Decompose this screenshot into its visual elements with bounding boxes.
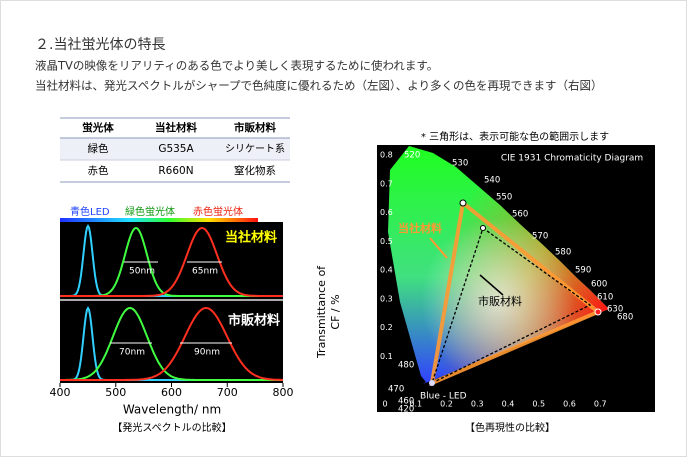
y-tick-label: 0.3 [380, 294, 393, 303]
x-tick-label: 800 [273, 386, 294, 399]
wavelength-label: 580 [555, 248, 571, 258]
wavelength-label: 630 [607, 305, 623, 315]
note: * 三角形は、表示可能な色の範囲示します [421, 130, 609, 143]
width-label: 70nm [119, 348, 145, 358]
y-axis-label: CF / % [329, 294, 342, 329]
x-tick-label: 0.5 [532, 400, 545, 409]
wavelength-label: 570 [532, 232, 548, 242]
table-header: 市販材料 [234, 121, 276, 134]
wavelength-label: 470 [388, 385, 404, 395]
spectrum-curve [60, 306, 283, 381]
legend-label: 青色LED [70, 205, 110, 218]
caption: 【発光スペクトルの比較】 [112, 421, 231, 434]
blue-led-label: Blue - LED [420, 392, 467, 402]
x-tick-label: 0.3 [471, 400, 484, 409]
x-tick-label: 700 [217, 386, 238, 399]
table-cell: R660N [158, 165, 193, 177]
y-tick-label: 0.6 [380, 208, 393, 217]
x-tick-label: 0.1 [409, 400, 422, 409]
y-tick-label: 0.2 [380, 323, 393, 332]
width-label: 90nm [194, 348, 220, 358]
wavelength-label: 460 [398, 397, 414, 407]
table-cell: 緑色 [88, 142, 109, 155]
y-tick-label: 0.7 [380, 179, 393, 188]
wavelength-label: 420 [398, 405, 414, 415]
wavelength-label: 520 [404, 151, 420, 161]
spectrum-curve [60, 226, 283, 297]
x-tick-label: 500 [105, 386, 126, 399]
vertex [459, 199, 467, 207]
wavelength-label: 530 [452, 159, 468, 169]
wavelength-labels: 5205305405505605705805906006106306804804… [388, 151, 633, 415]
panel-label: 市販材料 [228, 313, 280, 329]
plot-area [60, 222, 283, 383]
table-header: 当社材料 [155, 121, 197, 134]
y-tick-label: 0.4 [380, 266, 393, 275]
width-markers [110, 261, 232, 344]
vertex [429, 380, 435, 386]
x-tick-label: 600 [161, 386, 182, 399]
wavelength-label: 590 [575, 266, 591, 276]
x-axis-label: Wavelength/ nm [123, 403, 221, 417]
wavelength-label: 560 [512, 210, 528, 220]
panel-label: 当社材料 [225, 230, 277, 246]
table-cell: シリケート系 [225, 143, 285, 155]
arrow [429, 237, 448, 259]
wavelength-label: 540 [484, 176, 500, 186]
table-cell: 窒化物系 [234, 164, 276, 177]
wavelength-label: 480 [398, 361, 414, 371]
y-axis-label: Transmittance of [315, 265, 328, 359]
table: 蛍光体 当社材料 市販材料 緑色 G535A シリケート系 赤色 R660N 窒… [60, 117, 290, 183]
width-label: 50nm [129, 267, 155, 277]
curves [60, 224, 283, 381]
vertex [594, 308, 602, 316]
section-title: ２.当社蛍光体の特長 [35, 37, 165, 53]
caption: 【色再現性の比較】 [465, 421, 555, 434]
arrow [479, 274, 504, 296]
commercial-gamut [430, 226, 592, 385]
cie-title: CIE 1931 Chromaticity Diagram [501, 154, 643, 164]
y-tick-label: 0.8 [380, 151, 393, 160]
y-tick-label: 0.5 [380, 237, 393, 246]
table-cell: 赤色 [88, 164, 109, 177]
gamut-label: 当社材料 [398, 221, 442, 235]
x-tick-label: 0.7 [594, 400, 607, 409]
legend-label: 赤色蛍光体 [193, 205, 243, 218]
wavelength-label: 600 [591, 280, 607, 290]
our-gamut [429, 199, 602, 387]
table-header: 蛍光体 [82, 121, 114, 134]
wavelength-label: 680 [617, 313, 633, 323]
x-tick-label: 0.2 [440, 400, 453, 409]
x-tick-label: 0.6 [563, 400, 576, 409]
table-cell: G535A [158, 143, 194, 155]
legend-label: 緑色蛍光体 [125, 205, 175, 218]
y-tick-label: 0.1 [380, 352, 393, 361]
width-label: 65nm [192, 267, 218, 277]
body-line: 当社材料は、発光スペクトルがシャープで色純度に優れるため（左図）、より多くの色を… [35, 79, 603, 93]
x-tick-label: 0.4 [502, 400, 515, 409]
wavelength-label: 610 [597, 293, 613, 303]
spectrum-curve [60, 306, 283, 381]
table-row-bg [60, 138, 290, 160]
vertex [480, 225, 486, 231]
x-tick-label: 400 [50, 386, 71, 399]
spectrum-bar [60, 218, 258, 222]
x-tick-label: 0 [382, 400, 387, 409]
wavelength-label: 550 [496, 193, 512, 203]
gamut-label: 市販材料 [478, 294, 522, 308]
body-line: 液晶TVの映像をリアリティのある色でより美しく表現するために使われます。 [35, 59, 438, 73]
cie-ticks: 0 0.1 0.2 0.3 0.4 0.5 0.6 0.7 0.1 0.2 0.3 0.4 0.5 0.6… [380, 151, 607, 409]
